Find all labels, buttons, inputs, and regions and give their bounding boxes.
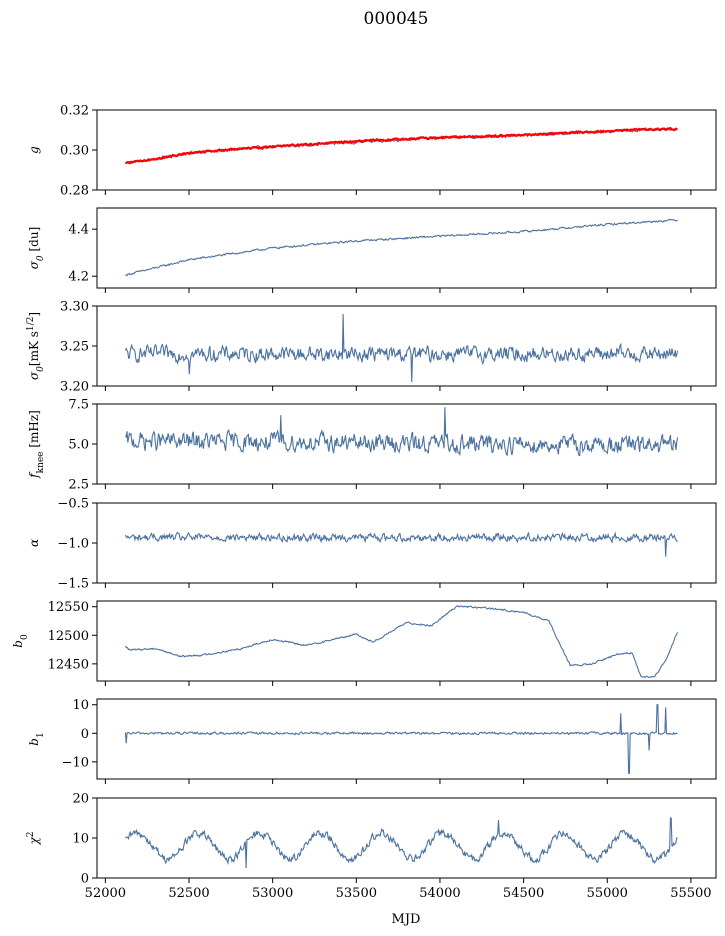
- y-tick-label: −1.0: [57, 537, 89, 552]
- y-tick-label: −0.5: [57, 497, 89, 512]
- y-tick-label: 0.30: [60, 144, 89, 159]
- axes-frame: [96, 502, 717, 584]
- y-tick-label: −1.5: [57, 577, 89, 592]
- x-tick-label: 54000: [419, 886, 460, 901]
- series-line: [124, 407, 679, 457]
- y-tick-label: 20: [72, 792, 89, 807]
- y-tick-label: 12500: [48, 629, 89, 644]
- y-axis-label: b1: [27, 732, 46, 745]
- y-tick-label: 12450: [48, 657, 89, 672]
- y-tick-label: 4.4: [68, 223, 89, 238]
- series-line: [124, 704, 678, 774]
- y-axis-label: g: [27, 146, 41, 154]
- x-tick-label: 52000: [85, 886, 126, 901]
- y-tick-label: 3.20: [60, 380, 89, 395]
- series-line: [125, 218, 678, 277]
- figure-title: 000045: [364, 9, 429, 29]
- panel-7: −10 0 10 b1: [27, 698, 717, 784]
- fit-line: [125, 127, 678, 165]
- y-tick-label: 0.32: [60, 104, 89, 119]
- series-line: [124, 817, 678, 869]
- y-tick-label: 10: [72, 832, 89, 847]
- y-tick-label: 3.30: [60, 300, 89, 315]
- y-axis-label: b0: [11, 634, 30, 648]
- x-tick-label: 53000: [252, 886, 293, 901]
- panel-2: 4.2 4.4 σ0 [du]: [27, 207, 717, 293]
- panel-3: 3.20 3.25 3.30 σ0[mK s1/2]: [26, 300, 717, 395]
- panels: 0.28 0.30 0.32 g 4.2 4.4 σ0 [du] 3.20 3.25 3.30 σ0…: [11, 104, 717, 901]
- series-line: [124, 605, 679, 679]
- x-tick-label: 54500: [503, 886, 544, 901]
- panel-4: 2.5 5.0 7.5 fknee [mHz]: [27, 398, 717, 493]
- axes-frame: [96, 698, 717, 780]
- panel-5: −1.5 −1.0 −0.5 α: [27, 497, 717, 592]
- y-axis-label: χ2: [26, 831, 41, 845]
- y-tick-label: 12550: [48, 600, 89, 615]
- x-tick-label: 55000: [587, 886, 628, 901]
- series-line: [124, 313, 679, 383]
- x-tick-label: 52500: [168, 886, 209, 901]
- y-tick-label: 3.25: [60, 340, 89, 355]
- panel-1: 0.28 0.30 0.32 g: [27, 104, 717, 199]
- y-axis-label: α: [27, 539, 41, 547]
- x-tick-label: 53500: [336, 886, 377, 901]
- y-axis-label: σ0[mK s1/2]: [26, 312, 46, 380]
- series-line: [124, 531, 678, 557]
- y-tick-label: 2.5: [68, 478, 89, 493]
- x-axis-label: MJD: [392, 912, 421, 927]
- y-tick-label: −10: [62, 755, 89, 770]
- y-tick-label: 5.0: [68, 438, 89, 453]
- y-axis-label: σ0 [du]: [27, 227, 46, 270]
- axes-frame: [96, 207, 717, 289]
- panel-6: 12450 12500 12550 b0: [11, 600, 717, 686]
- y-tick-label: 4.2: [68, 270, 89, 285]
- axes-frame: [96, 109, 717, 191]
- y-tick-label: 7.5: [68, 398, 89, 413]
- x-tick-label: 55500: [670, 886, 711, 901]
- panel-8: 0 10 20 52000 52500 53000 53500 54000 54500 55000…: [26, 792, 717, 901]
- y-tick-label: 0.28: [60, 184, 89, 199]
- y-tick-label: 10: [72, 698, 89, 713]
- y-axis-label: fknee [mHz]: [27, 410, 46, 479]
- y-tick-label: 0: [81, 872, 89, 887]
- axes-frame: [96, 600, 717, 682]
- y-tick-label: 0: [81, 727, 89, 742]
